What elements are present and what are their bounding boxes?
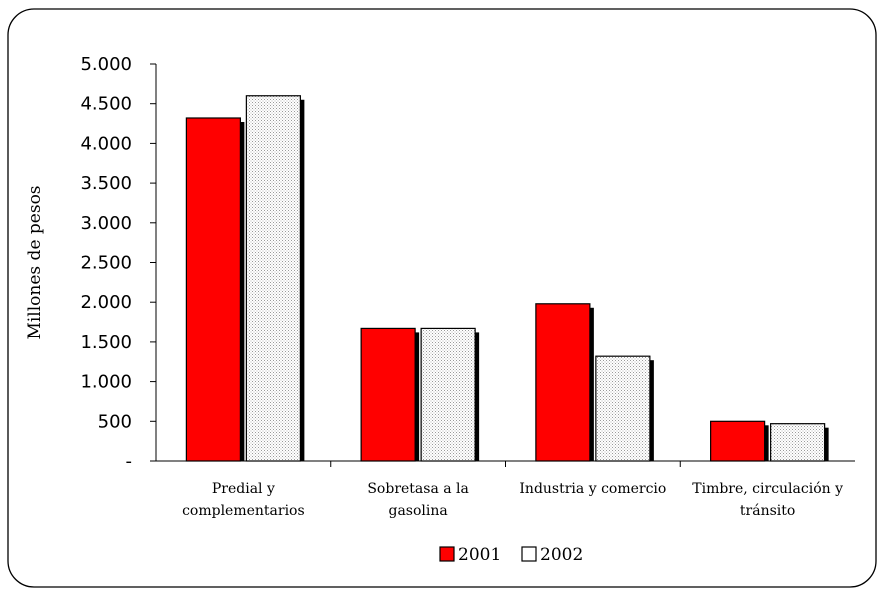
bar-2001-2: [361, 328, 415, 461]
y-tick-label: 1.000: [80, 372, 132, 393]
y-tick-label: 1.500: [80, 332, 132, 353]
bar-2002-4: [771, 424, 825, 461]
legend-swatch-2001: [440, 547, 454, 561]
y-tick-label: 4.500: [80, 94, 132, 115]
bar-2002-3: [596, 356, 650, 461]
x-tick-label: Timbre, circulación y: [692, 481, 843, 497]
y-axis-title: Millones de pesos: [25, 185, 45, 339]
x-tick-label: tránsito: [740, 503, 795, 519]
x-tick-label: Industria y comercio: [519, 481, 666, 497]
legend-label-2002: 2002: [540, 545, 583, 565]
bar-2002-2: [421, 328, 475, 461]
x-tick-label: Predial y: [212, 481, 275, 497]
x-tick-label: Sobretasa a la: [367, 481, 469, 497]
y-tick-label: 4.000: [80, 133, 132, 154]
y-tick-label: 5.000: [80, 54, 132, 75]
x-tick-label: gasolina: [389, 503, 448, 519]
y-tick-label: 500: [98, 411, 132, 432]
bar-2001-3: [536, 304, 590, 461]
y-tick-label: 3.000: [80, 213, 132, 234]
y-tick-label: -: [126, 451, 133, 472]
legend-label-2001: 2001: [458, 545, 501, 565]
bar-2002-1: [246, 96, 300, 461]
y-tick-label: 2.000: [80, 292, 132, 313]
y-tick-label: 3.500: [80, 173, 132, 194]
x-tick-label: complementarios: [182, 503, 305, 519]
bar-2001-4: [711, 421, 765, 461]
bar-2001-1: [186, 118, 240, 461]
chart-frame: [8, 9, 876, 587]
y-tick-label: 2.500: [80, 253, 132, 274]
legend-swatch-2002: [522, 547, 536, 561]
